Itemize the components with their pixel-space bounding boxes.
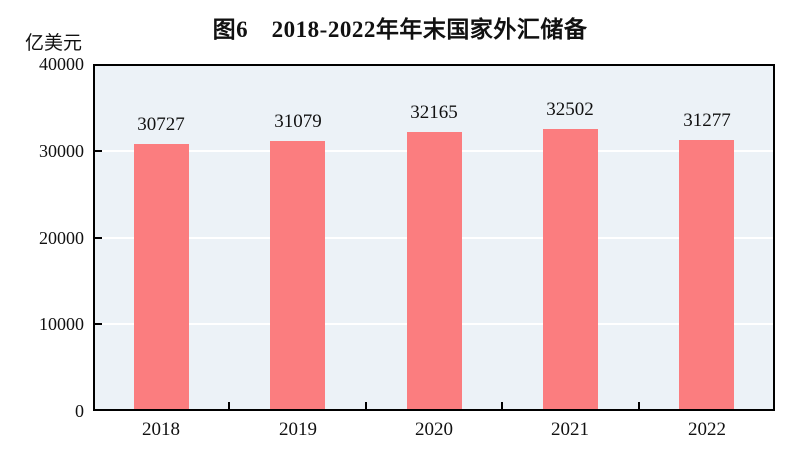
y-tick-mark-20000	[95, 236, 102, 239]
bar-2018	[134, 144, 189, 411]
bar-value-label: 32502	[546, 99, 594, 120]
x-tick-label: 2020	[415, 419, 453, 440]
y-tick-label: 0	[75, 401, 84, 421]
y-axis-unit-label: 亿美元	[25, 33, 83, 54]
y-tick-label: 40000	[39, 54, 84, 74]
y-tick-label: 20000	[39, 227, 84, 248]
bar-value-label: 31079	[274, 111, 322, 132]
bar-2019	[270, 141, 325, 411]
x-tick-label: 2019	[279, 419, 317, 440]
x-tick-mark	[638, 402, 640, 409]
bar-2022	[679, 140, 734, 411]
bar-value-label: 30727	[137, 114, 185, 135]
bar-2021	[543, 129, 598, 411]
y-tick-label: 30000	[39, 140, 84, 161]
y-tick-label: 10000	[39, 314, 84, 335]
bar-value-label: 32165	[410, 102, 458, 123]
bar-2020	[407, 132, 462, 411]
x-tick-label: 2021	[551, 419, 589, 440]
y-tick-mark-30000	[95, 149, 102, 152]
bar-value-label: 31277	[683, 110, 731, 131]
x-tick-mark	[228, 402, 230, 409]
x-tick-label: 2022	[688, 419, 726, 440]
chart-title: 图6 2018-2022年年末国家外汇储备	[212, 17, 588, 42]
x-tick-label: 2018	[142, 419, 180, 440]
plot-area-border	[93, 64, 775, 411]
x-tick-mark	[501, 402, 503, 409]
x-tick-mark	[365, 402, 367, 409]
y-tick-mark-10000	[95, 323, 102, 326]
